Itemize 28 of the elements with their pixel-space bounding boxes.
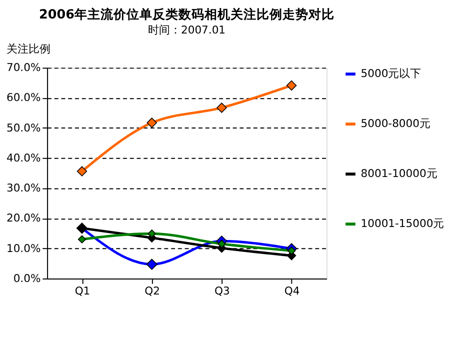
x-tick-label: Q3 [214,284,230,298]
legend-label: 5000-8000元 [360,117,430,130]
point [148,230,156,238]
text: 时间：2007.01 [148,23,226,36]
legend-label: 5000元以下 [360,67,422,80]
chart-title: 2006年主流价位单反类数码相机关注比例走势对比 [39,6,334,23]
x-tick-label: Q2 [144,284,160,298]
y-tick-label: 70.0% [6,61,41,74]
x-tick-label: Q1 [74,284,90,298]
y-tick-label: 20.0% [6,212,41,225]
legend-label: 10001-15000元 [360,217,444,230]
y-tick-label: 10.0% [6,242,41,255]
x-tick-label: Q4 [284,284,300,298]
point [287,246,296,255]
point [146,118,157,128]
point [76,166,88,176]
y-tick-label: 30.0% [6,182,41,195]
point [146,258,158,270]
point [216,102,227,113]
y-axis-title: 关注比例 [6,42,50,56]
point [78,235,86,244]
y-tick-label: 0.0% [13,272,41,285]
point [286,80,297,91]
point [218,240,226,248]
legend-label: 8001-10000元 [360,167,438,180]
y-tick-label: 40.0% [6,151,41,164]
y-tick-label: 50.0% [6,121,41,134]
y-tick-label: 60.0% [6,91,41,104]
